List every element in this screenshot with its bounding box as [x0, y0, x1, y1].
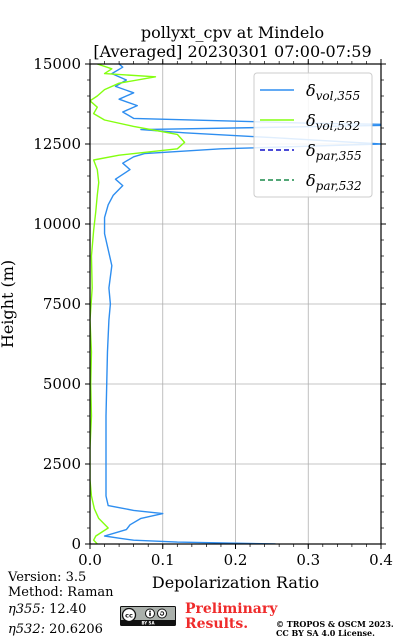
svg-text:BY SA: BY SA [141, 621, 155, 626]
x-tick-label: 0.3 [296, 551, 320, 569]
chart-title-line-1: pollyxt_cpv at Mindelo [140, 23, 325, 42]
preliminary-results-text: Preliminary Results. [185, 602, 277, 632]
preliminary-line-2: Results. [185, 616, 249, 632]
legend-box [253, 72, 373, 198]
y-tick-label: 0 [71, 535, 81, 553]
legend-label-vol532: δvol,532 [306, 111, 360, 133]
series-line-vol532 [90, 64, 186, 544]
depolarization-chart: 0.0 0.1 0.2 0.3 0.4 0 2500 5000 7500 10000 12500 15… [0, 55, 393, 592]
copyright-text: © TROPOS & OSCM 2023. CC BY SA 4.0 Licen… [276, 620, 394, 638]
y-tick-label: 12500 [33, 135, 81, 153]
eta532-label: η532: [8, 622, 45, 637]
series-group [90, 64, 381, 544]
eta355-text: η355: 12.40 [8, 601, 86, 619]
y-tick-label: 5000 [43, 375, 81, 393]
eta532-text: η532: 20.6206 [8, 621, 103, 639]
y-tick-label: 2500 [43, 455, 81, 473]
plot-frame [89, 63, 382, 545]
x-tick-label: 0.0 [78, 551, 102, 569]
x-tick-label: 0.1 [151, 551, 175, 569]
y-axis-label: Height (m) [0, 260, 17, 348]
preliminary-line-1: Preliminary [185, 601, 278, 617]
x-tick-label: 0.4 [369, 551, 393, 569]
y-tick-label: 10000 [33, 215, 81, 233]
legend-label-par355: δpar,355 [306, 141, 362, 163]
eta355-value: 12.40 [49, 602, 87, 617]
x-axis-label: Depolarization Ratio [152, 573, 319, 592]
chart-title-line-2: [Averaged] 20230301 07:00-07:59 [93, 42, 372, 61]
eta532-value: 20.6206 [49, 622, 103, 637]
cc-by-sa-license-icon: cc BY SA [120, 606, 176, 626]
version-text: Version: 3.5 [8, 570, 87, 585]
y-tick-label: 15000 [33, 55, 81, 73]
svg-text:cc: cc [125, 612, 133, 620]
copyright-line-1: © TROPOS & OSCM 2023. [276, 619, 394, 629]
method-text: Method: Raman [8, 585, 114, 600]
eta355-label: η355: [8, 602, 45, 617]
y-tick-label: 7500 [43, 295, 81, 313]
series-line-vol355 [103, 64, 381, 544]
legend-label-vol355: δvol,355 [306, 81, 360, 103]
x-tick-label: 0.2 [224, 551, 248, 569]
legend-label-par532: δpar,532 [306, 171, 362, 193]
copyright-line-2: CC BY SA 4.0 License. [276, 628, 375, 638]
